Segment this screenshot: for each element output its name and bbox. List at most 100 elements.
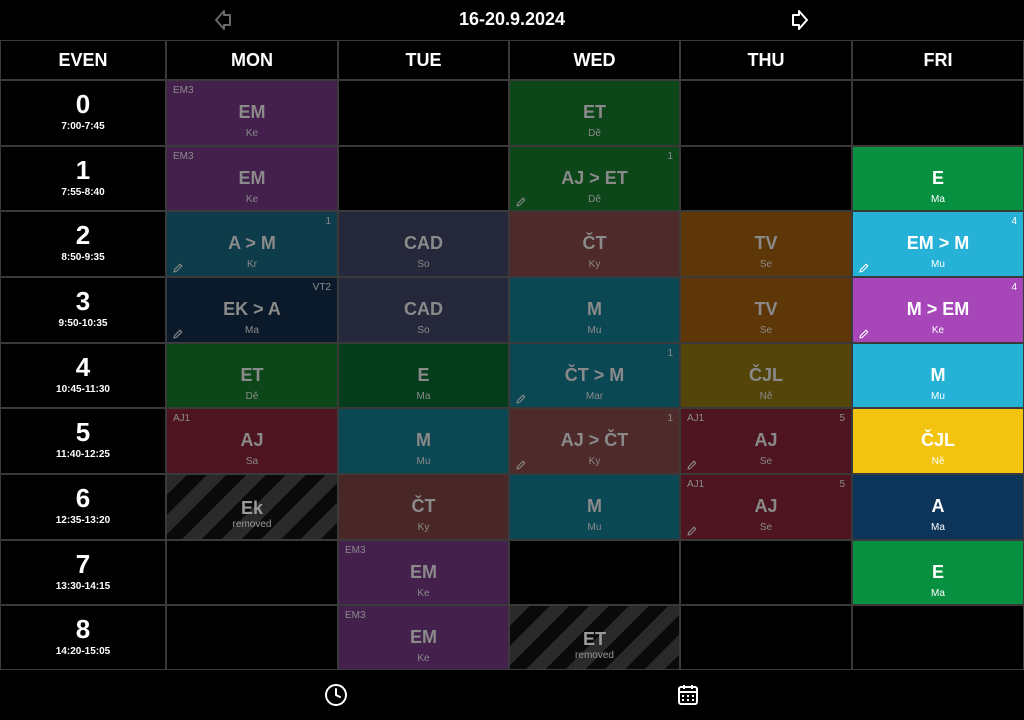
lesson-cell[interactable]: TV Se: [680, 277, 852, 343]
lesson-subject: EM: [410, 562, 437, 582]
lesson-cell[interactable]: 1 ČT > M Mar: [509, 343, 680, 408]
lesson-cell[interactable]: ET Dě: [166, 343, 338, 408]
lesson-subject: CAD: [404, 299, 443, 319]
lesson-cell[interactable]: 1 AJ > ET Dě: [509, 146, 680, 211]
period-number: 7: [75, 549, 91, 579]
period-number: 0: [75, 89, 91, 119]
lesson-removed-label: removed: [232, 519, 272, 530]
lesson-teacher: Mar: [585, 391, 604, 402]
empty-slot[interactable]: [680, 80, 852, 146]
lesson-cell[interactable]: A Ma: [852, 474, 1024, 540]
lesson-cell[interactable]: Ek removed: [166, 474, 338, 540]
pencil-icon: [859, 260, 869, 273]
lesson-change-count: 5: [839, 479, 845, 490]
lesson-teacher: Se: [759, 259, 773, 270]
lesson-teacher: Ma: [416, 391, 431, 402]
lesson-cell[interactable]: E Ma: [852, 540, 1024, 605]
next-week-button[interactable]: [789, 10, 809, 30]
pencil-icon: [687, 457, 697, 470]
lesson-group: EM3: [345, 610, 366, 621]
lesson-cell[interactable]: 1 AJ > ČT Ky: [509, 408, 680, 474]
lesson-teacher: Mu: [587, 522, 602, 533]
lesson-teacher: Se: [759, 522, 773, 533]
lesson-teacher: Mu: [587, 325, 602, 336]
lesson-cell[interactable]: EM3 EM Ke: [338, 540, 509, 605]
lesson-cell[interactable]: ČJL Ně: [852, 408, 1024, 474]
period-number: 8: [75, 614, 91, 644]
empty-slot[interactable]: [338, 146, 509, 211]
lesson-cell[interactable]: EM3 EM Ke: [166, 80, 338, 146]
empty-slot[interactable]: [166, 540, 338, 605]
lesson-cell[interactable]: AJ1 5 AJ Se: [680, 408, 852, 474]
empty-slot[interactable]: [680, 146, 852, 211]
lesson-teacher: Ma: [245, 325, 259, 336]
lesson-cell[interactable]: 4 EM > M Mu: [852, 211, 1024, 277]
lesson-subject: AJ > ET: [561, 168, 628, 188]
period-number: 3: [75, 286, 91, 316]
lesson-subject: EM > M: [906, 233, 970, 253]
lesson-subject: M: [416, 430, 431, 450]
period-cell: 3 9:50-10:35: [0, 277, 166, 343]
lesson-cell[interactable]: ČT Ky: [509, 211, 680, 277]
clock-button[interactable]: [324, 683, 348, 707]
lesson-cell[interactable]: M Mu: [338, 408, 509, 474]
lesson-subject: AJ > ČT: [560, 430, 629, 450]
lesson-change-count: 1: [667, 348, 673, 359]
lesson-teacher: Ke: [417, 588, 430, 599]
lesson-teacher: Mu: [931, 391, 945, 402]
lesson-cell[interactable]: ČT Ky: [338, 474, 509, 540]
empty-slot[interactable]: [509, 540, 680, 605]
lesson-teacher: Mu: [931, 259, 945, 270]
lesson-cell[interactable]: CAD So: [338, 277, 509, 343]
lesson-cell[interactable]: E Ma: [852, 146, 1024, 211]
lesson-cell[interactable]: AJ1 5 AJ Se: [680, 474, 852, 540]
lesson-cell[interactable]: M Mu: [509, 277, 680, 343]
lesson-cell[interactable]: VT2 EK > A Ma: [166, 277, 338, 343]
lesson-subject: E: [931, 168, 944, 188]
empty-slot[interactable]: [852, 80, 1024, 146]
lesson-cell[interactable]: M Mu: [509, 474, 680, 540]
empty-slot[interactable]: [680, 540, 852, 605]
lesson-cell[interactable]: CAD So: [338, 211, 509, 277]
lesson-cell[interactable]: 1 A > M Kr: [166, 211, 338, 277]
empty-slot[interactable]: [166, 605, 338, 670]
lesson-cell[interactable]: AJ1 AJ Sa: [166, 408, 338, 474]
lesson-teacher: So: [417, 325, 430, 336]
period-cell: 4 10:45-11:30: [0, 343, 166, 408]
pencil-icon: [687, 523, 697, 536]
lesson-change-count: 4: [1011, 216, 1017, 227]
lesson-cell[interactable]: EM3 EM Ke: [338, 605, 509, 670]
lesson-subject: ET: [582, 102, 606, 122]
lesson-teacher: Se: [759, 325, 773, 336]
arrow-right-icon: [792, 10, 808, 30]
lesson-teacher: Ky: [588, 456, 601, 467]
empty-slot[interactable]: [338, 80, 509, 146]
lesson-subject: CAD: [404, 233, 443, 253]
lesson-change-count: VT2: [312, 282, 331, 293]
lesson-cell[interactable]: ET Dě: [509, 80, 680, 146]
lesson-subject: AJ: [240, 430, 264, 450]
lesson-cell[interactable]: E Ma: [338, 343, 509, 408]
lesson-cell[interactable]: EM3 EM Ke: [166, 146, 338, 211]
lesson-subject: Ek: [240, 498, 264, 518]
pencil-icon: [516, 391, 526, 404]
lesson-subject: A > M: [228, 233, 276, 253]
period-number: 1: [75, 155, 91, 185]
empty-slot[interactable]: [680, 605, 852, 670]
lesson-subject: ČJL: [920, 430, 955, 450]
lesson-subject: A: [931, 496, 945, 516]
week-type-label: EVEN: [0, 40, 166, 80]
empty-slot[interactable]: [852, 605, 1024, 670]
lesson-subject: TV: [754, 233, 778, 253]
week-date-range: 16-20.9.2024: [458, 9, 566, 29]
calendar-icon: [678, 685, 698, 705]
lesson-change-count: 1: [325, 216, 331, 227]
lesson-teacher: Dě: [588, 128, 601, 139]
lesson-cell[interactable]: TV Se: [680, 211, 852, 277]
calendar-button[interactable]: [676, 683, 700, 707]
lesson-cell[interactable]: M Mu: [852, 343, 1024, 408]
previous-week-button[interactable]: [214, 10, 234, 30]
lesson-cell[interactable]: 4 M > EM Ke: [852, 277, 1024, 343]
lesson-cell[interactable]: ČJL Ně: [680, 343, 852, 408]
lesson-cell[interactable]: ET removed: [509, 605, 680, 670]
